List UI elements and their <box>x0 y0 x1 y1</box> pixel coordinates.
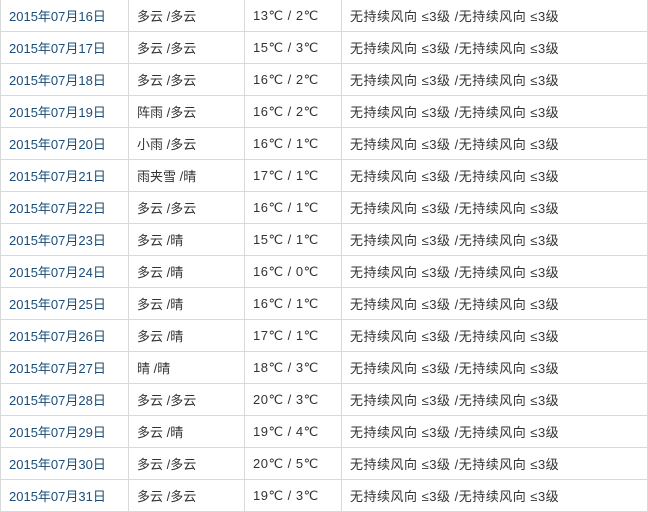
date-link[interactable]: 2015年07月18日 <box>9 73 106 88</box>
date-cell: 2015年07月30日 <box>0 447 129 480</box>
temperature-cell: 15℃ / 1℃ <box>244 223 342 256</box>
date-cell: 2015年07月18日 <box>0 63 129 96</box>
date-link[interactable]: 2015年07月29日 <box>9 425 106 440</box>
wind-cell: 无持续风向 ≤3级 /无持续风向 ≤3级 <box>341 127 648 160</box>
temperature-cell: 20℃ / 3℃ <box>244 383 342 416</box>
date-cell: 2015年07月22日 <box>0 191 129 224</box>
temperature-cell: 16℃ / 2℃ <box>244 63 342 96</box>
weather-cell: 多云 /晴 <box>128 415 245 448</box>
weather-cell: 多云 /多云 <box>128 0 245 32</box>
weather-cell: 多云 /多云 <box>128 447 245 480</box>
table-row: 2015年07月31日 多云 /多云 19℃ / 3℃ 无持续风向 ≤3级 /无… <box>0 479 648 512</box>
date-link[interactable]: 2015年07月27日 <box>9 361 106 376</box>
table-row: 2015年07月23日 多云 /晴 15℃ / 1℃ 无持续风向 ≤3级 /无持… <box>0 223 648 256</box>
temperature-cell: 16℃ / 1℃ <box>244 191 342 224</box>
table-row: 2015年07月21日 雨夹雪 /晴 17℃ / 1℃ 无持续风向 ≤3级 /无… <box>0 159 648 192</box>
table-row: 2015年07月24日 多云 /晴 16℃ / 0℃ 无持续风向 ≤3级 /无持… <box>0 255 648 288</box>
wind-cell: 无持续风向 ≤3级 /无持续风向 ≤3级 <box>341 191 648 224</box>
wind-cell: 无持续风向 ≤3级 /无持续风向 ≤3级 <box>341 287 648 320</box>
temperature-cell: 16℃ / 0℃ <box>244 255 342 288</box>
weather-cell: 多云 /晴 <box>128 287 245 320</box>
temperature-cell: 15℃ / 3℃ <box>244 31 342 64</box>
date-link[interactable]: 2015年07月19日 <box>9 105 106 120</box>
date-link[interactable]: 2015年07月24日 <box>9 265 106 280</box>
table-row: 2015年07月17日 多云 /多云 15℃ / 3℃ 无持续风向 ≤3级 /无… <box>0 31 648 64</box>
temperature-cell: 17℃ / 1℃ <box>244 159 342 192</box>
table-row: 2015年07月18日 多云 /多云 16℃ / 2℃ 无持续风向 ≤3级 /无… <box>0 63 648 96</box>
date-link[interactable]: 2015年07月20日 <box>9 137 106 152</box>
date-link[interactable]: 2015年07月26日 <box>9 329 106 344</box>
wind-cell: 无持续风向 ≤3级 /无持续风向 ≤3级 <box>341 0 648 32</box>
table-row: 2015年07月20日 小雨 /多云 16℃ / 1℃ 无持续风向 ≤3级 /无… <box>0 127 648 160</box>
wind-cell: 无持续风向 ≤3级 /无持续风向 ≤3级 <box>341 95 648 128</box>
wind-cell: 无持续风向 ≤3级 /无持续风向 ≤3级 <box>341 415 648 448</box>
date-link[interactable]: 2015年07月28日 <box>9 393 106 408</box>
date-cell: 2015年07月27日 <box>0 351 129 384</box>
table-row: 2015年07月22日 多云 /多云 16℃ / 1℃ 无持续风向 ≤3级 /无… <box>0 191 648 224</box>
table-row: 2015年07月30日 多云 /多云 20℃ / 5℃ 无持续风向 ≤3级 /无… <box>0 447 648 480</box>
weather-cell: 多云 /晴 <box>128 319 245 352</box>
date-cell: 2015年07月23日 <box>0 223 129 256</box>
weather-cell: 多云 /多云 <box>128 31 245 64</box>
wind-cell: 无持续风向 ≤3级 /无持续风向 ≤3级 <box>341 223 648 256</box>
temperature-cell: 20℃ / 5℃ <box>244 447 342 480</box>
temperature-cell: 18℃ / 3℃ <box>244 351 342 384</box>
table-row: 2015年07月28日 多云 /多云 20℃ / 3℃ 无持续风向 ≤3级 /无… <box>0 383 648 416</box>
weather-cell: 阵雨 /多云 <box>128 95 245 128</box>
date-cell: 2015年07月25日 <box>0 287 129 320</box>
date-cell: 2015年07月24日 <box>0 255 129 288</box>
weather-cell: 多云 /多云 <box>128 479 245 512</box>
temperature-cell: 13℃ / 2℃ <box>244 0 342 32</box>
table-row: 2015年07月25日 多云 /晴 16℃ / 1℃ 无持续风向 ≤3级 /无持… <box>0 287 648 320</box>
weather-cell: 多云 /晴 <box>128 223 245 256</box>
date-link[interactable]: 2015年07月16日 <box>9 9 106 24</box>
wind-cell: 无持续风向 ≤3级 /无持续风向 ≤3级 <box>341 447 648 480</box>
weather-cell: 多云 /晴 <box>128 255 245 288</box>
date-cell: 2015年07月21日 <box>0 159 129 192</box>
temperature-cell: 16℃ / 1℃ <box>244 127 342 160</box>
wind-cell: 无持续风向 ≤3级 /无持续风向 ≤3级 <box>341 63 648 96</box>
temperature-cell: 16℃ / 1℃ <box>244 287 342 320</box>
table-row: 2015年07月16日 多云 /多云 13℃ / 2℃ 无持续风向 ≤3级 /无… <box>0 0 648 32</box>
wind-cell: 无持续风向 ≤3级 /无持续风向 ≤3级 <box>341 383 648 416</box>
date-link[interactable]: 2015年07月21日 <box>9 169 106 184</box>
weather-cell: 多云 /多云 <box>128 383 245 416</box>
weather-cell: 多云 /多云 <box>128 63 245 96</box>
wind-cell: 无持续风向 ≤3级 /无持续风向 ≤3级 <box>341 319 648 352</box>
date-link[interactable]: 2015年07月17日 <box>9 41 106 56</box>
temperature-cell: 16℃ / 2℃ <box>244 95 342 128</box>
weather-cell: 小雨 /多云 <box>128 127 245 160</box>
weather-cell: 晴 /晴 <box>128 351 245 384</box>
date-cell: 2015年07月26日 <box>0 319 129 352</box>
table-row: 2015年07月19日 阵雨 /多云 16℃ / 2℃ 无持续风向 ≤3级 /无… <box>0 95 648 128</box>
temperature-cell: 19℃ / 3℃ <box>244 479 342 512</box>
wind-cell: 无持续风向 ≤3级 /无持续风向 ≤3级 <box>341 255 648 288</box>
weather-cell: 多云 /多云 <box>128 191 245 224</box>
date-link[interactable]: 2015年07月31日 <box>9 489 106 504</box>
table-row: 2015年07月27日 晴 /晴 18℃ / 3℃ 无持续风向 ≤3级 /无持续… <box>0 351 648 384</box>
table-row: 2015年07月29日 多云 /晴 19℃ / 4℃ 无持续风向 ≤3级 /无持… <box>0 415 648 448</box>
weather-cell: 雨夹雪 /晴 <box>128 159 245 192</box>
wind-cell: 无持续风向 ≤3级 /无持续风向 ≤3级 <box>341 351 648 384</box>
date-cell: 2015年07月16日 <box>0 0 129 32</box>
date-cell: 2015年07月28日 <box>0 383 129 416</box>
temperature-cell: 19℃ / 4℃ <box>244 415 342 448</box>
wind-cell: 无持续风向 ≤3级 /无持续风向 ≤3级 <box>341 159 648 192</box>
wind-cell: 无持续风向 ≤3级 /无持续风向 ≤3级 <box>341 479 648 512</box>
date-link[interactable]: 2015年07月23日 <box>9 233 106 248</box>
date-link[interactable]: 2015年07月22日 <box>9 201 106 216</box>
wind-cell: 无持续风向 ≤3级 /无持续风向 ≤3级 <box>341 31 648 64</box>
date-cell: 2015年07月29日 <box>0 415 129 448</box>
date-link[interactable]: 2015年07月25日 <box>9 297 106 312</box>
table-row: 2015年07月26日 多云 /晴 17℃ / 1℃ 无持续风向 ≤3级 /无持… <box>0 319 648 352</box>
date-cell: 2015年07月20日 <box>0 127 129 160</box>
date-cell: 2015年07月19日 <box>0 95 129 128</box>
date-cell: 2015年07月17日 <box>0 31 129 64</box>
temperature-cell: 17℃ / 1℃ <box>244 319 342 352</box>
date-cell: 2015年07月31日 <box>0 479 129 512</box>
date-link[interactable]: 2015年07月30日 <box>9 457 106 472</box>
